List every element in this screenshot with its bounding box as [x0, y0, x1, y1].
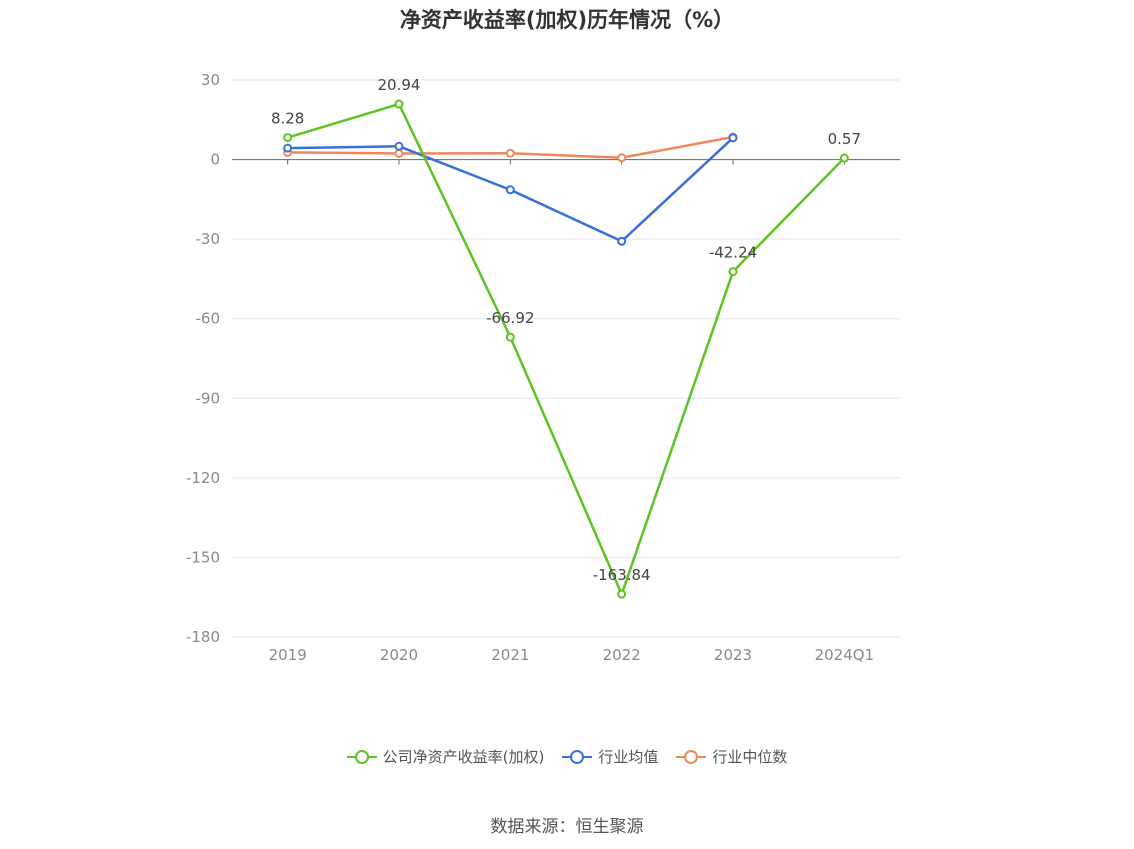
legend-item[interactable]: 公司净资产收益率(加权) [346, 746, 545, 767]
y-tick-label: -150 [186, 548, 220, 566]
data-point [394, 148, 404, 158]
series-lines [283, 99, 849, 599]
data-point [505, 148, 515, 158]
legend-swatch [562, 749, 593, 764]
data-label: -163.84 [593, 566, 651, 584]
data-label: -66.92 [486, 309, 534, 327]
x-tick-label: 2020 [380, 646, 418, 664]
x-tick-label: 2019 [269, 646, 307, 664]
data-label: -42.24 [709, 244, 757, 262]
data-point [283, 143, 293, 153]
legend-swatch-marker [570, 749, 585, 764]
legend-swatch-marker [684, 749, 699, 764]
data-point [505, 332, 515, 342]
data-point [617, 589, 627, 599]
data-labels: 8.28 20.94 -66.92 -163.84 -42.24 0.57 [271, 76, 861, 584]
data-point [505, 185, 515, 195]
data-point [617, 236, 627, 246]
y-tick-label: -180 [186, 628, 220, 646]
data-point [617, 153, 627, 163]
axes: 30 0 -30 -60 -90 -120 -150 -180 2019 2020 2021 2022… [186, 71, 900, 664]
y-tick-label: -120 [186, 469, 220, 487]
data-point [394, 141, 404, 151]
legend-item[interactable]: 行业均值 [562, 746, 658, 767]
data-point [283, 133, 293, 143]
legend-label: 行业中位数 [712, 748, 788, 766]
legend-label: 行业均值 [598, 748, 659, 766]
data-source: 数据来源：恒生聚源 [490, 817, 644, 837]
y-tick-label: -30 [196, 230, 221, 248]
data-label: 0.57 [828, 130, 861, 148]
legend-label: 公司净资产收益率(加权) [382, 748, 545, 766]
data-point [839, 153, 849, 163]
x-tick-label: 2021 [491, 646, 529, 664]
data-point [728, 267, 738, 277]
data-point [728, 133, 738, 143]
data-point [394, 99, 404, 109]
legend: 公司净资产收益率(加权) 行业均值 行业中位数 [0, 746, 1134, 767]
legend-swatch [346, 749, 377, 764]
data-label: 20.94 [378, 76, 421, 94]
y-tick-label: 30 [201, 71, 220, 89]
chart-title: 净资产收益率(加权)历年情况（%） [399, 8, 735, 32]
y-tick-label: -90 [196, 389, 221, 407]
x-tick-label: 2022 [603, 646, 641, 664]
legend-swatch [676, 749, 707, 764]
x-tick-label: 2024Q1 [815, 646, 875, 664]
legend-swatch-marker [354, 749, 369, 764]
x-tick-label: 2023 [714, 646, 752, 664]
y-tick-label: 0 [210, 151, 220, 169]
data-label: 8.28 [271, 110, 304, 128]
series-line [287, 102, 846, 598]
y-tick-label: -60 [196, 310, 221, 328]
legend-item[interactable]: 行业中位数 [676, 746, 787, 767]
grid-lines [232, 79, 900, 638]
